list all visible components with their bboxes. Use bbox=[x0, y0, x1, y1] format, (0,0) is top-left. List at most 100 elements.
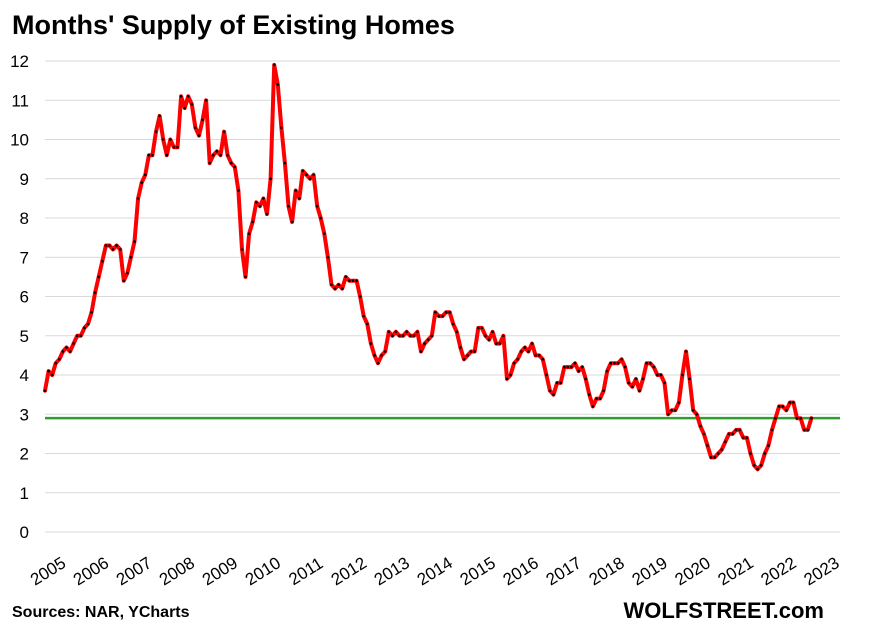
data-point bbox=[670, 409, 673, 412]
data-point bbox=[491, 330, 494, 334]
data-point bbox=[176, 146, 179, 149]
data-point bbox=[208, 161, 211, 165]
data-point bbox=[215, 150, 219, 153]
y-tick-label: 12 bbox=[10, 52, 29, 71]
x-tick-label: 2021 bbox=[715, 553, 757, 589]
data-point bbox=[380, 354, 383, 357]
data-point bbox=[262, 197, 265, 200]
data-point bbox=[169, 138, 172, 141]
data-point bbox=[54, 361, 57, 365]
y-tick-label: 9 bbox=[20, 170, 29, 189]
data-point bbox=[337, 283, 340, 287]
data-point bbox=[691, 409, 695, 412]
data-point bbox=[584, 377, 587, 381]
data-point bbox=[777, 405, 781, 408]
data-point bbox=[93, 291, 97, 294]
data-point bbox=[376, 361, 380, 365]
x-tick-label: 2013 bbox=[371, 553, 413, 589]
y-tick-label: 10 bbox=[10, 131, 29, 150]
data-point bbox=[101, 259, 104, 263]
data-point bbox=[545, 373, 548, 377]
y-tick-label: 7 bbox=[20, 248, 29, 267]
data-point bbox=[201, 118, 204, 122]
data-point bbox=[401, 334, 405, 338]
data-point bbox=[749, 452, 752, 455]
data-point bbox=[752, 464, 756, 467]
data-point bbox=[684, 350, 688, 353]
data-point bbox=[620, 358, 623, 361]
x-tick-label: 2019 bbox=[629, 553, 671, 589]
data-point bbox=[419, 350, 423, 353]
data-point bbox=[190, 102, 194, 106]
data-point bbox=[366, 322, 369, 326]
data-point bbox=[280, 126, 283, 129]
data-point bbox=[398, 334, 401, 338]
data-point bbox=[265, 212, 269, 216]
data-point bbox=[706, 444, 709, 447]
data-point bbox=[312, 173, 315, 177]
data-point bbox=[770, 428, 774, 432]
x-tick-label: 2020 bbox=[672, 553, 714, 589]
data-point bbox=[183, 106, 186, 110]
data-point bbox=[237, 189, 240, 192]
data-point bbox=[602, 389, 605, 393]
x-tick-label: 2011 bbox=[285, 554, 326, 589]
x-tick-label: 2014 bbox=[414, 553, 456, 589]
data-point bbox=[555, 381, 559, 385]
data-point bbox=[43, 389, 47, 393]
data-point bbox=[462, 358, 466, 361]
data-point bbox=[104, 244, 108, 247]
data-point bbox=[369, 342, 373, 345]
data-point bbox=[666, 413, 670, 416]
data-point bbox=[695, 413, 699, 416]
data-point bbox=[179, 95, 183, 98]
data-point bbox=[774, 416, 777, 420]
data-point bbox=[591, 405, 595, 408]
data-point bbox=[233, 165, 237, 169]
data-point bbox=[65, 346, 68, 349]
data-point bbox=[623, 365, 627, 369]
data-point bbox=[520, 350, 523, 353]
y-tick-label: 3 bbox=[20, 405, 29, 424]
data-point bbox=[111, 248, 115, 251]
data-point bbox=[50, 373, 54, 377]
data-point bbox=[86, 322, 90, 326]
data-point bbox=[58, 358, 61, 361]
data-point bbox=[699, 424, 702, 428]
x-tick-label: 2022 bbox=[758, 553, 800, 589]
x-tick-label: 2018 bbox=[586, 553, 628, 589]
data-point bbox=[272, 63, 276, 67]
data-point bbox=[681, 373, 684, 377]
data-point bbox=[197, 134, 201, 137]
x-tick-label: 2010 bbox=[242, 553, 284, 589]
data-point bbox=[563, 365, 566, 369]
data-point bbox=[756, 467, 759, 471]
data-point bbox=[487, 338, 491, 342]
data-point bbox=[656, 373, 659, 377]
data-point bbox=[351, 279, 355, 283]
data-point bbox=[451, 322, 455, 326]
data-point bbox=[136, 197, 140, 200]
series-line bbox=[43, 62, 814, 472]
data-point bbox=[126, 271, 129, 275]
data-point bbox=[742, 436, 745, 440]
data-point bbox=[251, 220, 254, 224]
data-point bbox=[373, 354, 376, 357]
y-tick-label: 6 bbox=[20, 288, 29, 307]
data-point bbox=[434, 310, 437, 314]
data-point bbox=[738, 428, 741, 432]
data-point bbox=[767, 444, 770, 447]
data-point bbox=[505, 377, 509, 381]
data-point bbox=[480, 326, 484, 330]
data-point bbox=[333, 287, 337, 290]
data-point bbox=[631, 385, 634, 389]
y-tick-label: 11 bbox=[11, 91, 29, 110]
data-point bbox=[151, 153, 154, 157]
data-point bbox=[394, 330, 398, 334]
data-point bbox=[444, 310, 448, 314]
chart-title: Months' Supply of Existing Homes bbox=[12, 10, 455, 40]
x-tick-label: 2008 bbox=[156, 553, 198, 589]
data-point bbox=[147, 153, 151, 157]
